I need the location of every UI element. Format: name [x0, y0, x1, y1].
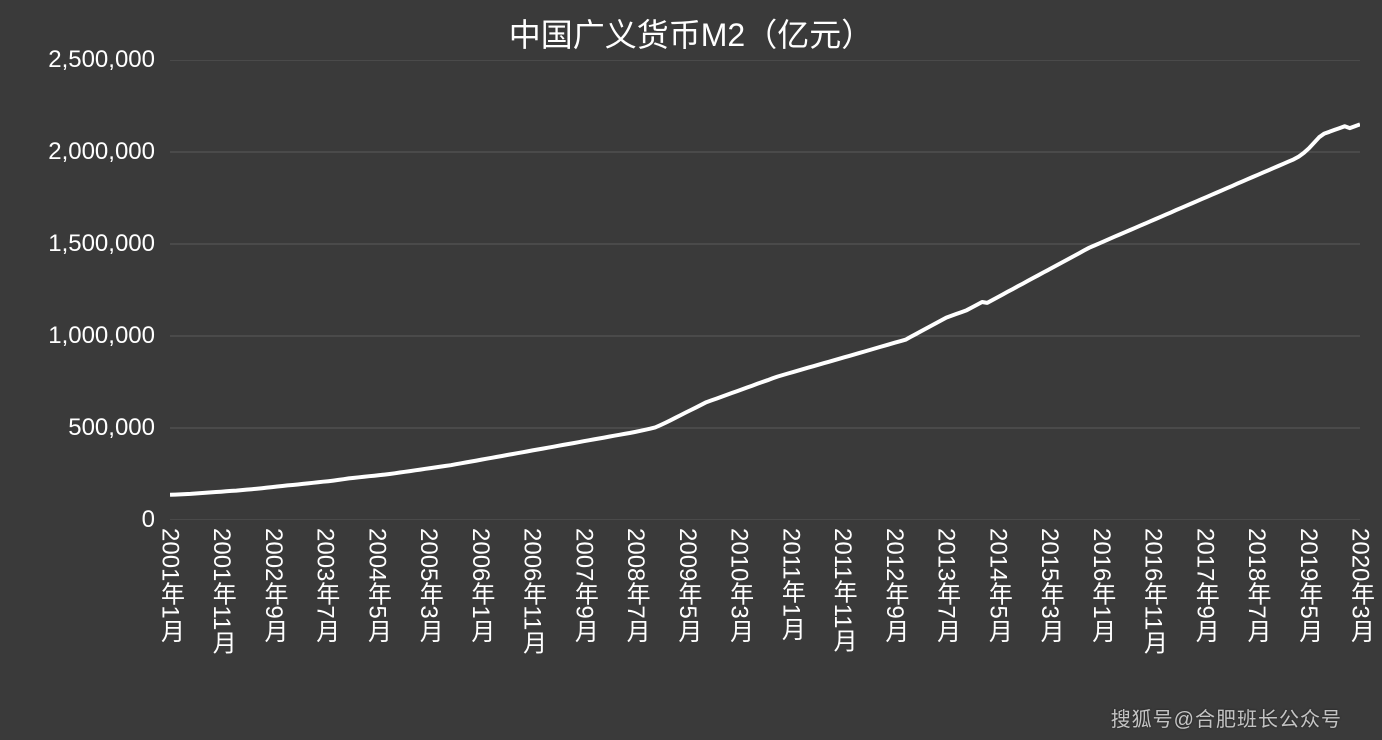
y-tick-label: 1,000,000 [48, 322, 155, 350]
x-tick-label: 2015年3月 [1032, 528, 1067, 643]
gridlines [170, 60, 1360, 520]
x-tick-label: 2014年5月 [980, 528, 1015, 643]
x-tick-label: 2006年1月 [463, 528, 498, 643]
x-tick-label: 2012年9月 [877, 528, 912, 643]
x-tick-label: 2019年5月 [1291, 528, 1326, 643]
chart-container: 中国广义货币M2（亿元） 0500,0001,000,0001,500,0002… [0, 0, 1382, 740]
x-tick-label: 2002年9月 [256, 528, 291, 643]
x-tick-label: 2006年11月 [515, 528, 550, 654]
x-tick-label: 2001年11月 [204, 528, 239, 654]
x-tick-label: 2016年11月 [1136, 528, 1171, 654]
x-tick-label: 2003年7月 [308, 528, 343, 643]
plot-area [170, 60, 1360, 520]
y-tick-label: 2,000,000 [48, 138, 155, 166]
y-tick-label: 2,500,000 [48, 46, 155, 74]
x-tick-label: 2007年9月 [566, 528, 601, 643]
x-tick-label: 2013年7月 [929, 528, 964, 643]
x-tick-label: 2011年11月 [825, 528, 860, 653]
x-tick-label: 2020年3月 [1343, 528, 1378, 643]
chart-title: 中国广义货币M2（亿元） [0, 10, 1382, 56]
x-tick-label: 2008年7月 [618, 528, 653, 643]
x-tick-label: 2011年1月 [773, 528, 808, 641]
x-tick-label: 2009年5月 [670, 528, 705, 643]
y-tick-label: 500,000 [68, 414, 155, 442]
x-tick-label: 2010年3月 [722, 528, 757, 643]
x-tick-label: 2017年9月 [1187, 528, 1222, 643]
x-tick-label: 2016年1月 [1084, 528, 1119, 643]
x-tick-label: 2001年1月 [153, 528, 188, 643]
m2-line-series [170, 124, 1360, 494]
x-tick-label: 2005年3月 [411, 528, 446, 643]
y-axis-labels: 0500,0001,000,0001,500,0002,000,0002,500… [0, 60, 155, 520]
y-tick-label: 1,500,000 [48, 230, 155, 258]
x-tick-label: 2004年5月 [359, 528, 394, 643]
x-tick-label: 2018年7月 [1239, 528, 1274, 643]
watermark-text: 搜狐号@合肥班长公众号 [1111, 703, 1342, 732]
